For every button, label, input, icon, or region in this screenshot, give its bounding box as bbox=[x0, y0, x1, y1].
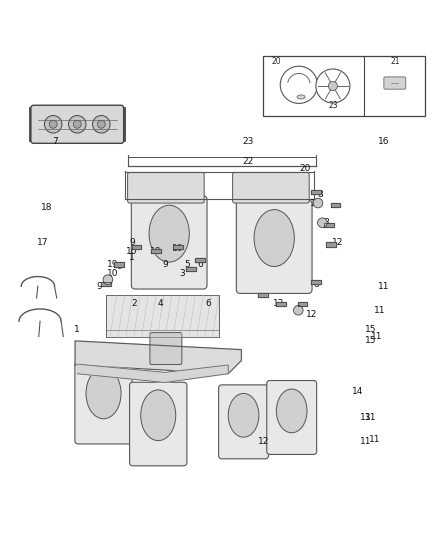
Circle shape bbox=[73, 120, 81, 128]
Text: 23: 23 bbox=[242, 138, 253, 146]
Circle shape bbox=[315, 69, 349, 103]
FancyBboxPatch shape bbox=[150, 333, 181, 365]
Polygon shape bbox=[101, 282, 110, 286]
FancyBboxPatch shape bbox=[236, 200, 311, 293]
Ellipse shape bbox=[297, 95, 304, 99]
Polygon shape bbox=[75, 341, 241, 374]
Polygon shape bbox=[276, 302, 285, 306]
Ellipse shape bbox=[141, 390, 175, 441]
Text: 9: 9 bbox=[129, 238, 134, 247]
Polygon shape bbox=[330, 203, 339, 207]
Text: 12: 12 bbox=[309, 199, 321, 207]
Text: 8: 8 bbox=[312, 279, 318, 288]
Circle shape bbox=[312, 198, 322, 208]
Ellipse shape bbox=[228, 393, 258, 437]
Text: 9: 9 bbox=[116, 262, 121, 271]
Text: 10: 10 bbox=[106, 269, 118, 278]
Polygon shape bbox=[131, 245, 141, 249]
Text: 15: 15 bbox=[364, 326, 375, 334]
Circle shape bbox=[293, 305, 302, 315]
Text: 3: 3 bbox=[179, 269, 185, 278]
Text: 5: 5 bbox=[184, 260, 189, 269]
Text: 20: 20 bbox=[298, 164, 310, 173]
FancyBboxPatch shape bbox=[383, 77, 405, 89]
Text: 9: 9 bbox=[96, 282, 102, 290]
Text: 23: 23 bbox=[327, 101, 337, 110]
FancyBboxPatch shape bbox=[232, 172, 308, 203]
Text: 10: 10 bbox=[126, 247, 138, 256]
Text: 2: 2 bbox=[131, 299, 137, 308]
FancyBboxPatch shape bbox=[127, 172, 204, 203]
FancyBboxPatch shape bbox=[131, 196, 207, 289]
FancyBboxPatch shape bbox=[218, 385, 268, 459]
Ellipse shape bbox=[276, 389, 306, 433]
Text: 13: 13 bbox=[360, 413, 371, 422]
Text: 11: 11 bbox=[368, 435, 380, 444]
Text: 22: 22 bbox=[242, 157, 253, 166]
Ellipse shape bbox=[149, 205, 189, 262]
FancyBboxPatch shape bbox=[31, 105, 124, 143]
Text: 19: 19 bbox=[106, 260, 118, 269]
FancyBboxPatch shape bbox=[75, 360, 132, 444]
FancyBboxPatch shape bbox=[129, 382, 187, 466]
Polygon shape bbox=[310, 280, 320, 284]
Polygon shape bbox=[258, 293, 268, 297]
Text: 9: 9 bbox=[162, 260, 167, 269]
Text: 11: 11 bbox=[373, 306, 384, 315]
Polygon shape bbox=[77, 364, 228, 383]
Text: 10: 10 bbox=[172, 245, 183, 254]
Text: 18: 18 bbox=[41, 203, 52, 212]
Text: 17: 17 bbox=[36, 238, 48, 247]
Ellipse shape bbox=[86, 368, 121, 419]
Text: 6: 6 bbox=[197, 260, 202, 269]
Text: 11: 11 bbox=[360, 437, 371, 446]
FancyBboxPatch shape bbox=[106, 295, 219, 336]
Text: 11: 11 bbox=[371, 332, 382, 341]
Text: 21: 21 bbox=[389, 56, 399, 66]
Circle shape bbox=[68, 116, 86, 133]
Circle shape bbox=[44, 116, 62, 133]
Text: 1: 1 bbox=[129, 253, 134, 262]
Circle shape bbox=[279, 66, 317, 103]
Polygon shape bbox=[325, 243, 335, 247]
Text: 11: 11 bbox=[377, 282, 389, 290]
Polygon shape bbox=[173, 245, 182, 249]
Text: 4: 4 bbox=[157, 299, 163, 308]
Circle shape bbox=[328, 82, 337, 91]
FancyBboxPatch shape bbox=[266, 381, 316, 455]
Circle shape bbox=[49, 120, 57, 128]
Text: 12: 12 bbox=[331, 238, 343, 247]
Text: 12: 12 bbox=[305, 310, 316, 319]
Text: 8: 8 bbox=[323, 218, 329, 227]
Text: 10: 10 bbox=[150, 247, 162, 256]
Polygon shape bbox=[186, 266, 195, 271]
Ellipse shape bbox=[254, 209, 293, 266]
Polygon shape bbox=[323, 223, 333, 227]
Text: 1: 1 bbox=[74, 326, 80, 334]
Text: 12: 12 bbox=[272, 299, 284, 308]
Text: 15: 15 bbox=[364, 336, 375, 345]
Circle shape bbox=[317, 218, 326, 228]
Polygon shape bbox=[297, 302, 307, 306]
Polygon shape bbox=[310, 190, 320, 195]
Text: 7: 7 bbox=[53, 138, 58, 146]
Text: 8: 8 bbox=[317, 190, 322, 199]
Text: 20: 20 bbox=[271, 56, 280, 66]
Bar bbox=[263, 56, 424, 116]
Text: 6: 6 bbox=[205, 299, 211, 308]
Text: 12: 12 bbox=[257, 437, 268, 446]
Polygon shape bbox=[114, 262, 124, 266]
Circle shape bbox=[103, 275, 113, 285]
Polygon shape bbox=[151, 249, 160, 253]
Polygon shape bbox=[194, 258, 204, 262]
Text: 11: 11 bbox=[364, 413, 375, 422]
Circle shape bbox=[97, 120, 105, 128]
Text: 16: 16 bbox=[377, 138, 389, 146]
Text: 14: 14 bbox=[351, 387, 362, 395]
Circle shape bbox=[92, 116, 110, 133]
